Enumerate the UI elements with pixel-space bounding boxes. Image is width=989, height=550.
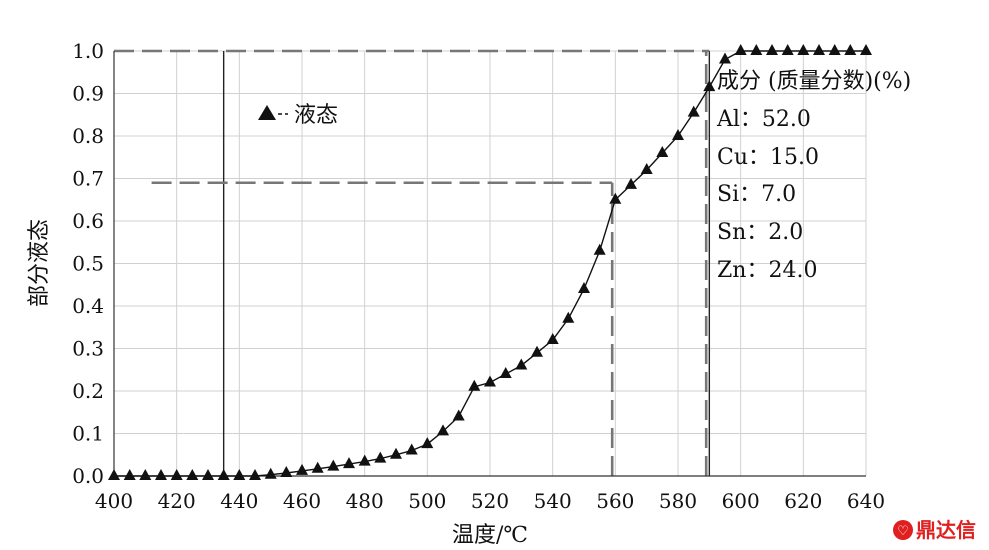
data-point xyxy=(311,461,324,473)
data-point xyxy=(484,375,496,387)
data-point xyxy=(123,469,136,480)
x-tick-label: 440 xyxy=(220,489,258,513)
x-axis-title: 温度/℃ xyxy=(452,523,528,548)
data-point xyxy=(155,469,167,480)
annotation-line-zn: Zn：24.0 xyxy=(717,258,817,283)
data-point xyxy=(844,44,857,55)
data-point xyxy=(186,469,199,480)
data-point xyxy=(108,469,120,480)
y-axis-title: 部分液态 xyxy=(27,219,52,307)
x-tick-label: 580 xyxy=(659,489,697,513)
data-point xyxy=(217,469,230,480)
x-tick-label: 560 xyxy=(596,489,634,513)
data-point xyxy=(687,105,700,117)
y-tick-label: 0.3 xyxy=(72,337,104,361)
data-point xyxy=(640,163,653,174)
data-point xyxy=(264,467,277,479)
annotation-line-al: Al：52.0 xyxy=(716,107,811,132)
watermark-icon xyxy=(893,520,913,540)
data-point xyxy=(750,44,763,55)
annotation-title: 成分 (质量分数)(%) xyxy=(717,69,911,94)
y-tick-label: 0.6 xyxy=(72,209,104,233)
y-tick-label: 0.0 xyxy=(72,464,104,488)
x-tick-label: 480 xyxy=(346,489,384,513)
data-point xyxy=(781,44,794,55)
data-point xyxy=(609,192,622,204)
y-tick-label: 0.7 xyxy=(72,167,104,191)
data-point xyxy=(280,466,293,477)
legend: 液态 xyxy=(258,103,338,128)
y-tick-label: 0.9 xyxy=(72,82,104,106)
data-point xyxy=(562,311,575,323)
y-tick-label: 0.2 xyxy=(72,379,104,403)
x-tick-label: 520 xyxy=(471,489,509,513)
x-tick-label: 400 xyxy=(95,489,133,513)
data-point xyxy=(249,469,261,480)
legend-label: 液态 xyxy=(294,103,338,128)
data-point xyxy=(139,469,152,480)
y-tick-label: 0.1 xyxy=(72,422,104,446)
x-tick-label: 460 xyxy=(283,489,321,513)
data-point xyxy=(390,447,402,459)
data-point xyxy=(499,367,512,378)
x-tick-label: 600 xyxy=(722,489,760,513)
data-point xyxy=(625,177,637,189)
data-point xyxy=(343,457,355,469)
composition-annotation: 成分 (质量分数)(%) Al：52.0 Cu：15.0 Si：7.0 Sn：2… xyxy=(716,69,911,283)
x-tick-label: 500 xyxy=(408,489,446,513)
data-point xyxy=(202,469,214,480)
annotation-line-si: Si：7.0 xyxy=(717,182,796,207)
data-point xyxy=(452,409,465,421)
watermark-text: 鼎达信 xyxy=(916,518,976,542)
data-point xyxy=(860,44,872,55)
data-point xyxy=(358,454,371,466)
data-point xyxy=(421,437,434,449)
data-point xyxy=(327,459,340,471)
watermark-logo: ♡ 鼎达信 xyxy=(893,518,976,542)
x-tick-label: 620 xyxy=(784,489,822,513)
data-point xyxy=(233,469,246,480)
x-tick-label: 640 xyxy=(847,489,885,513)
series-liquid xyxy=(108,44,872,480)
data-point xyxy=(515,358,528,370)
data-point xyxy=(828,44,841,55)
data-point xyxy=(468,379,481,391)
data-point xyxy=(170,469,183,480)
legend-marker xyxy=(258,105,276,120)
annotation-line-cu: Cu：15.0 xyxy=(717,145,819,170)
data-point xyxy=(672,129,684,140)
annotation-line-sn: Sn：2.0 xyxy=(717,220,803,245)
watermark-icon-glyph: ♡ xyxy=(897,524,909,539)
data-point xyxy=(703,80,716,92)
data-point xyxy=(437,424,449,436)
data-point xyxy=(656,146,669,157)
x-tick-label: 420 xyxy=(158,489,196,513)
data-point xyxy=(296,463,308,475)
data-point xyxy=(766,44,778,55)
data-point xyxy=(546,333,559,344)
data-point xyxy=(734,44,747,55)
data-point xyxy=(405,443,418,455)
data-point xyxy=(374,451,387,463)
y-tick-label: 0.8 xyxy=(72,124,104,148)
data-point xyxy=(719,52,731,64)
y-tick-label: 1.0 xyxy=(72,39,104,63)
y-tick-label: 0.4 xyxy=(72,294,104,318)
data-point xyxy=(797,44,810,55)
tick-labels: 400 420 440 460 480 500 520 540 560 580 600 620 640 0… xyxy=(72,39,885,513)
reference-lines xyxy=(114,49,711,476)
x-tick-label: 540 xyxy=(534,489,572,513)
data-point xyxy=(578,282,590,293)
y-tick-label: 0.5 xyxy=(72,252,104,276)
data-point xyxy=(813,44,825,55)
data-point xyxy=(531,345,543,357)
data-point xyxy=(593,243,606,255)
